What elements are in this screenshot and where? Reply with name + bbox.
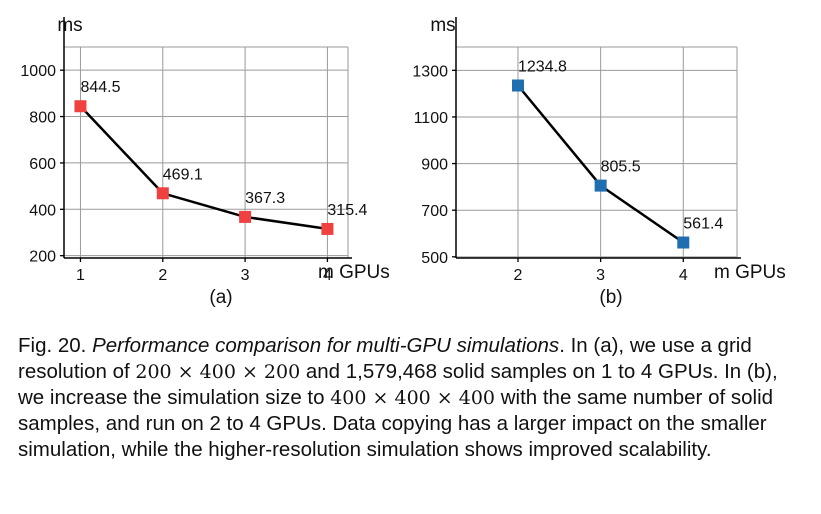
data-point: [156, 187, 169, 200]
y-axis-label: ms: [430, 15, 455, 36]
y-tick-label: 1100: [414, 110, 449, 127]
x-axis-label: m GPUs: [714, 262, 786, 283]
chart-panel-a: 200 400 600 800 1000 1 2 3 4 ms m GPUs (a) 844.5 469.…: [20, 15, 389, 308]
data-label: 1234.8: [518, 59, 567, 76]
data-label: 561.4: [683, 216, 723, 233]
y-axis-label: ms: [57, 15, 82, 36]
caption-resolution-b: 400 × 400 × 400: [330, 387, 496, 409]
x-tick-label: 3: [596, 267, 605, 284]
y-tick-label: 200: [29, 249, 56, 266]
data-label: 367.3: [245, 190, 285, 207]
y-tick-label: 400: [29, 202, 56, 219]
y-tick-label: 1300: [412, 63, 448, 80]
x-tick-label: 1: [76, 267, 85, 284]
caption-title: Performance comparison for multi-GPU sim…: [92, 334, 560, 357]
y-tick-label: 500: [421, 250, 448, 267]
caption-text-1: . In (a), we use a grid resolution of: [18, 334, 752, 383]
figure-charts: 200 400 600 800 1000 1 2 3 4 ms m GPUs (a) 844.5 469.…: [20, 15, 785, 308]
caption-text-2: and 1,579,468 solid samples on 1 to 4 GP…: [18, 360, 778, 409]
caption-fig-label: Fig. 20.: [18, 334, 87, 357]
data-label: 844.5: [80, 79, 120, 96]
data-label: 315.4: [327, 202, 367, 219]
data-label: 805.5: [601, 159, 641, 176]
data-point: [239, 210, 252, 223]
data-label: 469.1: [163, 166, 203, 183]
y-tick-label: 1000: [20, 63, 56, 80]
x-tick-label: 4: [323, 267, 332, 284]
panel-label: (a): [209, 287, 232, 308]
y-tick-label: 900: [421, 157, 448, 174]
caption-text-3: with the same number of solid samples, a…: [18, 386, 774, 461]
x-tick-label: 2: [514, 267, 523, 284]
data-point: [321, 222, 334, 235]
data-point: [677, 236, 690, 249]
series-line: [79, 105, 328, 231]
panel-label: (b): [599, 287, 622, 308]
y-tick-label: 800: [29, 110, 56, 127]
chart-panel-b: 500 700 900 1100 1300 2 3 4 ms m GPUs (b) 1234.8 805…: [412, 15, 785, 308]
x-tick-label: 3: [241, 267, 250, 284]
data-point: [594, 179, 607, 192]
x-axis-label: m GPUs: [318, 262, 390, 283]
x-tick-label: 2: [158, 267, 167, 284]
y-tick-label: 600: [29, 156, 56, 173]
caption-resolution-a: 200 × 400 × 200: [135, 361, 301, 383]
x-tick-label: 4: [679, 267, 688, 284]
y-tick-label: 700: [421, 203, 448, 220]
data-point: [74, 100, 87, 113]
data-point: [511, 79, 524, 92]
figure-caption: Fig. 20. Performance comparison for mult…: [18, 333, 808, 463]
